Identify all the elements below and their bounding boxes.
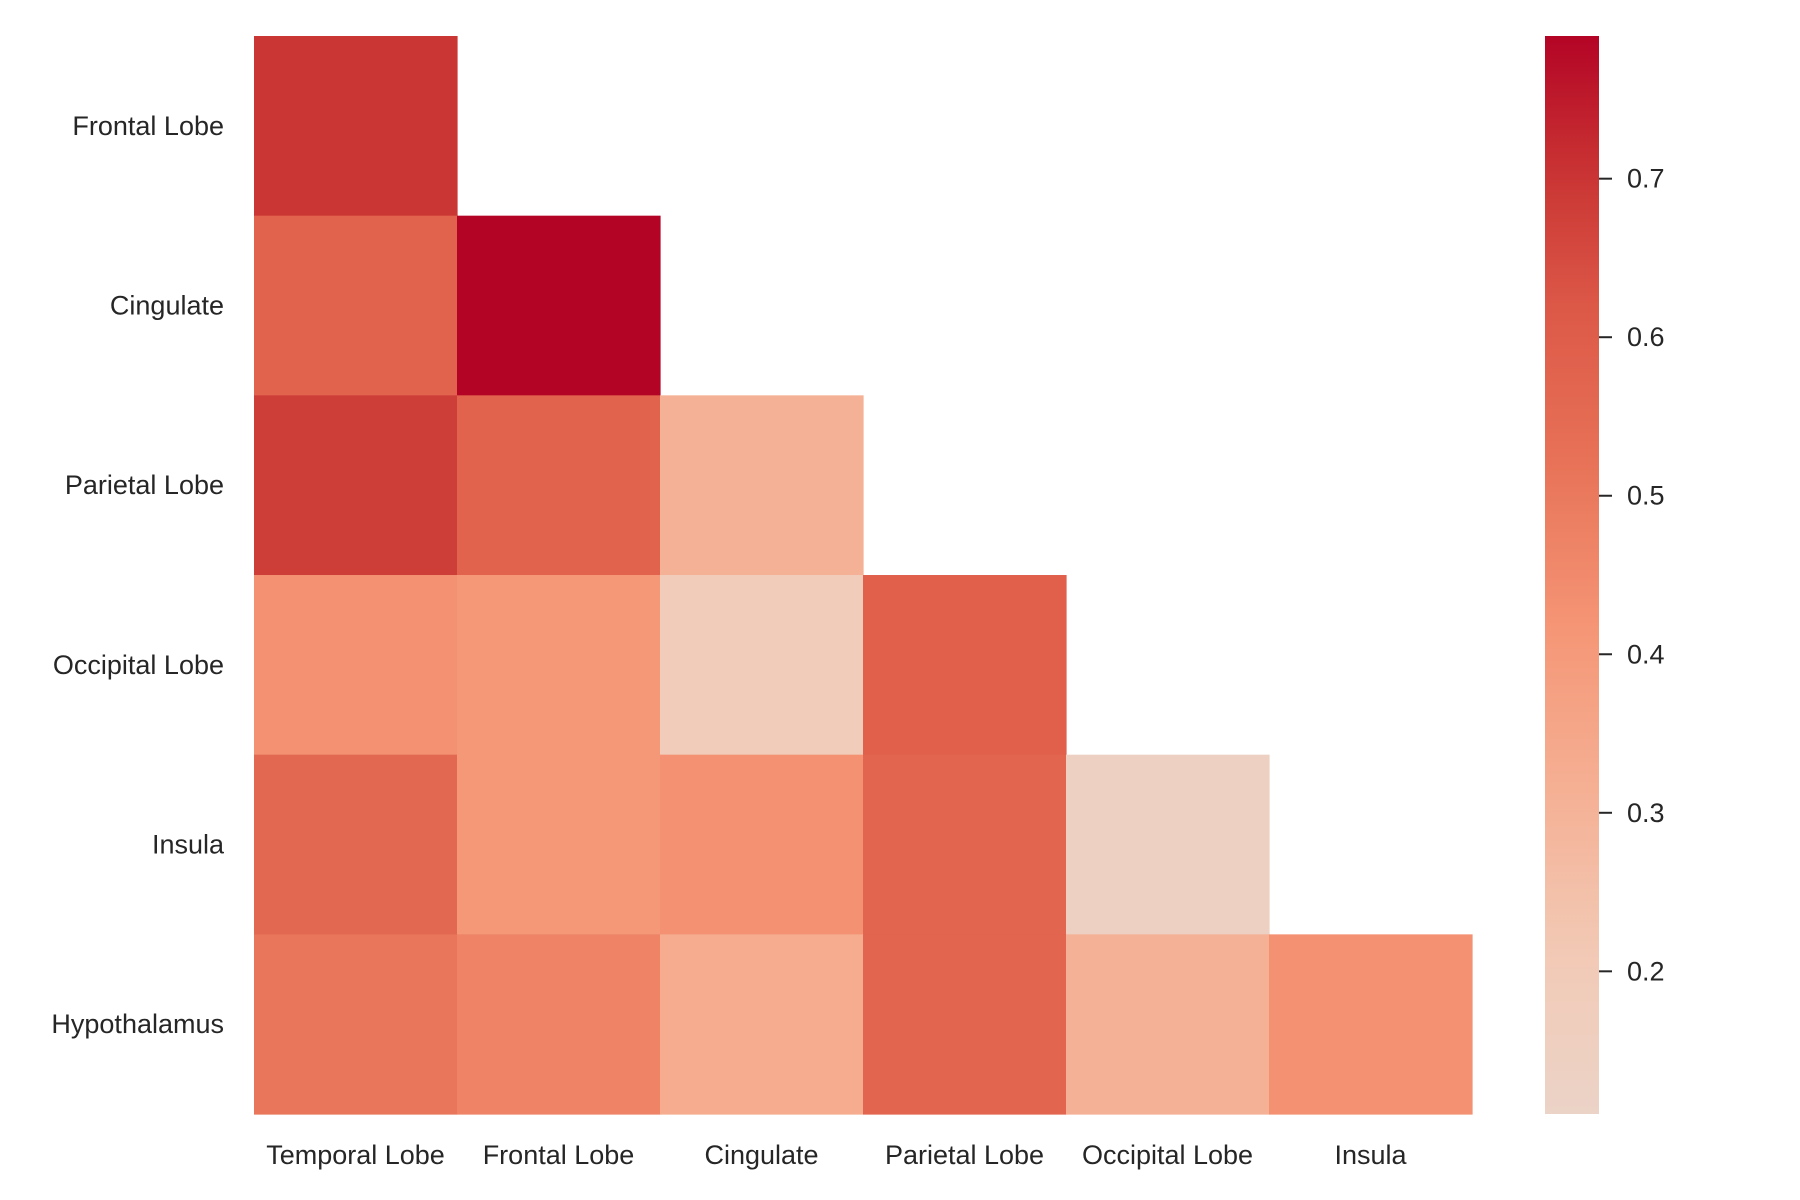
y-tick-label: Insula	[152, 830, 225, 860]
colorbar-tick-label: 0.6	[1627, 322, 1665, 352]
colorbar-tick-label: 0.3	[1627, 798, 1665, 828]
y-tick-label: Parietal Lobe	[65, 470, 224, 500]
heatmap-cell	[660, 754, 864, 935]
heatmap-cell	[863, 575, 1067, 756]
heatmap-cell	[863, 754, 1067, 935]
y-tick-label: Hypothalamus	[51, 1009, 224, 1039]
heatmap-cell	[660, 395, 864, 576]
colorbar-ticks: 0.2 0.3 0.4 0.5 0.6 0.7	[1599, 164, 1665, 986]
y-tick-label: Cingulate	[110, 291, 224, 321]
y-axis-labels: Frontal Lobe Cingulate Parietal Lobe Occipi…	[51, 111, 225, 1039]
heatmap-cell	[1066, 934, 1270, 1115]
heatmap-cell	[254, 754, 458, 935]
colorbar-tick-label: 0.5	[1627, 481, 1665, 511]
heatmap-cell	[457, 934, 661, 1115]
heatmap-cell	[254, 215, 458, 396]
heatmap-cell	[863, 934, 1067, 1115]
y-tick-label: Occipital Lobe	[53, 650, 224, 680]
heatmap-cell	[254, 36, 458, 217]
x-axis-labels: Temporal Lobe Frontal Lobe Cingulate Pariet…	[266, 1140, 1407, 1170]
heatmap-cell	[457, 395, 661, 576]
x-tick-label: Temporal Lobe	[266, 1140, 445, 1170]
heatmap-cell	[254, 934, 458, 1115]
heatmap-cell	[457, 575, 661, 756]
x-tick-label: Insula	[1334, 1140, 1407, 1170]
colorbar: 0.2 0.3 0.4 0.5 0.6 0.7	[1545, 36, 1665, 1114]
heatmap-cell	[254, 575, 458, 756]
x-tick-label: Cingulate	[704, 1140, 818, 1170]
colorbar-tick-label: 0.4	[1627, 639, 1665, 669]
heatmap-cell	[254, 395, 458, 576]
x-tick-label: Parietal Lobe	[885, 1140, 1044, 1170]
colorbar-gradient	[1545, 36, 1599, 1114]
heatmap-cell	[457, 754, 661, 935]
heatmap-cell	[660, 575, 864, 756]
x-tick-label: Frontal Lobe	[483, 1140, 635, 1170]
heatmap-cells	[254, 36, 1473, 1115]
heatmap-cell	[660, 934, 864, 1115]
heatmap-cell	[1066, 754, 1270, 935]
heatmap-cell	[1269, 934, 1473, 1115]
colorbar-tick-label: 0.2	[1627, 956, 1665, 986]
x-tick-label: Occipital Lobe	[1082, 1140, 1253, 1170]
y-tick-label: Frontal Lobe	[72, 111, 224, 141]
heatmap-cell	[457, 215, 661, 396]
colorbar-tick-label: 0.7	[1627, 164, 1665, 194]
